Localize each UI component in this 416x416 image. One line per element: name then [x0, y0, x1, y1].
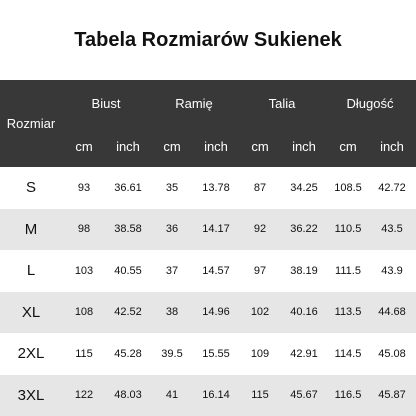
unit-header: inch	[292, 138, 316, 154]
table-header	[0, 80, 416, 167]
measurement: 45.08	[378, 347, 406, 360]
measurement: 38	[165, 306, 179, 319]
row-background	[0, 167, 416, 209]
group-header: Talia	[268, 95, 296, 111]
measurement: 34.25	[290, 181, 318, 194]
measurement: 115	[251, 389, 269, 402]
size-label: L	[26, 262, 36, 280]
measurement: 98	[77, 223, 91, 236]
measurement: 103	[74, 264, 94, 277]
measurement: 42.91	[290, 347, 318, 360]
size-label: 3XL	[17, 386, 45, 404]
size-label: 2XL	[17, 345, 45, 363]
measurement: 93	[77, 181, 91, 194]
measurement: 116.5	[334, 389, 362, 402]
measurement: 36.22	[290, 223, 318, 236]
measurement: 36.61	[114, 181, 142, 194]
measurement: 44.68	[378, 306, 406, 319]
row-background	[0, 291, 416, 333]
measurement: 41	[165, 389, 179, 402]
row-background	[0, 333, 416, 375]
measurement: 92	[253, 223, 267, 236]
group-header: Długość	[346, 95, 394, 111]
unit-header: inch	[380, 138, 404, 154]
measurement: 14.96	[202, 306, 230, 319]
unit-header: cm	[75, 138, 93, 154]
measurement: 15.55	[202, 347, 230, 360]
measurement: 37	[165, 264, 179, 277]
measurement: 16.14	[202, 389, 230, 402]
measurement: 45.28	[114, 347, 142, 360]
measurement: 42.72	[378, 181, 406, 194]
table-title: Tabela Rozmiarów Sukienek	[74, 28, 342, 51]
measurement: 45.67	[290, 389, 318, 402]
measurement: 40.55	[114, 264, 142, 277]
group-header: Biust	[91, 95, 121, 111]
measurement: 43.9	[381, 264, 403, 277]
measurement: 42.52	[114, 306, 142, 319]
size-header: Rozmiar	[6, 116, 56, 131]
unit-header: cm	[251, 138, 269, 154]
measurement: 114.5	[334, 347, 362, 360]
measurement: 35	[165, 181, 179, 194]
measurement: 102	[250, 306, 270, 319]
row-background	[0, 208, 416, 250]
measurement: 97	[253, 264, 267, 277]
measurement: 14.17	[202, 223, 230, 236]
group-header: Ramię	[175, 95, 213, 111]
measurement: 36	[165, 223, 179, 236]
row-background	[0, 250, 416, 292]
measurement: 45.87	[378, 389, 406, 402]
size-label: M	[24, 220, 38, 238]
unit-header: cm	[163, 138, 181, 154]
measurement: 38.58	[114, 223, 142, 236]
measurement: 109	[250, 347, 270, 360]
measurement: 87	[253, 181, 267, 194]
size-label: S	[25, 179, 36, 197]
measurement: 113.5	[334, 306, 362, 319]
measurement: 108	[74, 306, 94, 319]
unit-header: inch	[116, 138, 140, 154]
measurement: 115	[75, 347, 93, 360]
measurement: 39.5	[161, 347, 183, 360]
measurement: 110.5	[334, 223, 362, 236]
measurement: 122	[74, 389, 94, 402]
measurement: 48.03	[114, 389, 142, 402]
measurement: 38.19	[290, 264, 318, 277]
measurement: 111.5	[335, 264, 361, 277]
measurement: 13.78	[202, 181, 230, 194]
measurement: 14.57	[202, 264, 230, 277]
measurement: 43.5	[381, 223, 403, 236]
size-label: XL	[21, 303, 41, 321]
row-background	[0, 374, 416, 416]
unit-header: inch	[204, 138, 228, 154]
unit-header: cm	[339, 138, 357, 154]
measurement: 108.5	[334, 181, 362, 194]
measurement: 40.16	[290, 306, 318, 319]
